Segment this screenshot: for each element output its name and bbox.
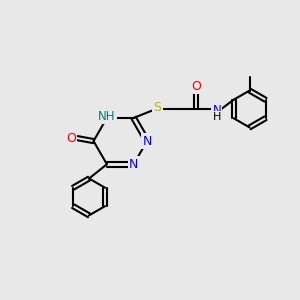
Text: NH: NH xyxy=(98,110,116,123)
Text: S: S xyxy=(153,101,161,114)
Text: N: N xyxy=(142,135,152,148)
Text: N: N xyxy=(129,158,138,171)
Text: O: O xyxy=(191,80,201,93)
Text: N: N xyxy=(212,104,221,117)
Text: O: O xyxy=(66,132,76,145)
Text: H: H xyxy=(213,112,221,122)
